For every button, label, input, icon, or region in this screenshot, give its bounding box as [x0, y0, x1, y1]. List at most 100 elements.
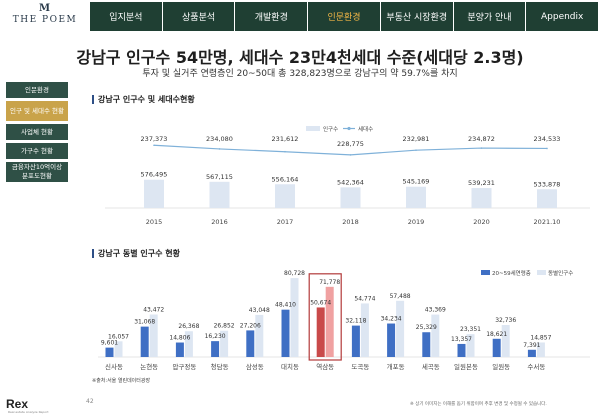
section2-accent-bar	[92, 249, 94, 258]
data-label-population-2015: 576,495	[141, 171, 168, 179]
bar-population-2019	[406, 186, 426, 208]
x-tick-label-일원동: 일원동	[492, 362, 510, 371]
data-label-age-20-59-일원본동: 13,357	[451, 336, 472, 343]
sidebar-item-humanities[interactable]: 인문환경	[6, 82, 68, 98]
data-label-households-2020: 234,872	[468, 135, 495, 143]
point-households-2016	[218, 148, 221, 150]
bar-age-20-59-청담동	[211, 341, 220, 357]
x-tick-label-도곡동: 도곡동	[351, 363, 369, 371]
top-bar: M THE POEM 입지분석 상품분석 개발환경 인문환경 부동산 시장환경 …	[0, 0, 600, 34]
bar-age-20-59-일원동	[492, 338, 501, 357]
x-tick-label-신사동: 신사동	[105, 362, 123, 371]
data-label-age-20-59-청담동: 16,230	[205, 333, 226, 340]
data-label-age-20-59-세곡동: 25,329	[416, 324, 437, 331]
legend-label-households: 세대수	[358, 125, 373, 133]
x-tick-label-2021.10: 2021.10	[534, 218, 561, 226]
bar-age-20-59-신사동	[105, 347, 114, 357]
tab-sale-price[interactable]: 분양가 안내	[453, 2, 527, 31]
data-label-age-20-59-도곡동: 32,118	[345, 318, 366, 325]
bar-dong-population-수서동	[536, 342, 545, 357]
bar-dong-population-신사동	[114, 341, 123, 357]
legend-label-population: 인구수	[323, 126, 338, 133]
x-tick-label-일원본동: 일원본동	[454, 362, 478, 371]
sidebar-item-population[interactable]: 인구 및 세대수 현황	[6, 101, 68, 121]
legend-label-dong-population: 동별인구수	[548, 269, 573, 277]
data-label-population-2016: 567,115	[206, 173, 233, 181]
x-tick-label-2015: 2015	[146, 218, 163, 226]
data-label-population-2018: 542,364	[337, 178, 364, 186]
legend-label-age-20-59: 20~59세연령층	[492, 269, 531, 277]
bar-dong-population-대치동	[290, 278, 299, 357]
bar-dong-population-논현동	[149, 314, 158, 357]
data-label-age-20-59-논현동: 31,068	[134, 319, 155, 326]
data-label-age-20-59-개포동: 34,234	[381, 316, 402, 323]
data-label-dong-population-세곡동: 43,369	[425, 307, 446, 314]
data-label-dong-population-일원본동: 23,351	[460, 326, 481, 333]
source-note: ※출처:서울 열린데이터광장	[92, 378, 151, 384]
sidebar-item-households[interactable]: 가구수 현황	[6, 143, 68, 159]
highlight-box-역삼동	[308, 273, 342, 361]
data-label-dong-population-대치동: 80,728	[284, 270, 305, 277]
data-label-dong-population-압구정동: 26,368	[178, 323, 199, 330]
x-tick-label-개포동: 개포동	[387, 362, 405, 371]
bar-age-20-59-수서동	[527, 349, 536, 357]
sidebar-item-financial-assets[interactable]: 금융자산10억이상 분포도현황	[6, 162, 68, 182]
page-number: 42	[86, 398, 94, 405]
section1-title: 강남구 인구수 및 세대수현황	[98, 95, 195, 104]
bar-population-2016	[209, 181, 230, 208]
point-households-2017	[284, 150, 286, 153]
bar-dong-population-압구정동	[184, 331, 193, 357]
bar-age-20-59-일원본동	[457, 343, 466, 357]
data-label-dong-population-역삼동: 71,778	[319, 279, 340, 286]
tab-humanities[interactable]: 인문환경	[308, 2, 381, 31]
bar-age-20-59-대치동	[281, 309, 290, 357]
data-label-households-2016: 234,080	[206, 135, 233, 143]
data-label-population-2019: 545,169	[403, 178, 430, 186]
tab-appendix[interactable]: Appendix	[526, 2, 599, 31]
main-nav-tabs: 입지분석 상품분석 개발환경 인문환경 부동산 시장환경 분양가 안내 Appe…	[90, 2, 599, 31]
x-tick-label-2020: 2020	[473, 218, 490, 226]
section2-title: 강남구 동별 인구수 현황	[98, 249, 180, 258]
bar-population-2021.10	[537, 189, 557, 208]
data-label-dong-population-삼성동: 43,048	[249, 307, 270, 314]
x-tick-label-2017: 2017	[277, 218, 294, 226]
tab-development[interactable]: 개발환경	[235, 2, 309, 31]
bar-population-2017	[275, 184, 295, 208]
section2-heading: 강남구 동별 인구수 현황	[92, 248, 180, 259]
legend-swatch-population	[306, 126, 320, 131]
data-label-households-2019: 232,981	[403, 135, 430, 143]
data-label-households-2018: 228,775	[337, 140, 364, 148]
point-households-2020	[480, 147, 483, 149]
tab-real-estate-market[interactable]: 부동산 시장환경	[380, 2, 454, 31]
brand-logo[interactable]: M THE POEM	[6, 3, 84, 33]
data-label-dong-population-일원동: 32,736	[495, 317, 516, 324]
logo-name: THE POEM	[12, 15, 78, 25]
bar-dong-population-일원동	[501, 324, 510, 357]
bar-dong-population-일원본동	[466, 334, 475, 357]
data-label-age-20-59-일원동: 18,621	[486, 331, 507, 338]
bar-age-20-59-개포동	[387, 323, 396, 357]
data-label-age-20-59-압구정동: 14,806	[169, 335, 190, 342]
x-tick-label-청담동: 청담동	[211, 363, 229, 371]
legend-swatch-age-20-59	[481, 270, 490, 275]
page-subtitle: 투자 및 실거주 연령층인 20~50대 총 328,823명으로 강남구의 약…	[142, 69, 458, 79]
section1-accent-bar	[92, 95, 94, 104]
data-label-households-2015: 237,373	[141, 135, 168, 143]
bar-population-2018	[340, 187, 361, 208]
data-label-dong-population-논현동: 43,472	[143, 306, 164, 313]
bar-dong-population-역삼동	[325, 286, 334, 357]
sidebar-item-business[interactable]: 사업체 현황	[6, 124, 68, 140]
bar-population-2020	[471, 188, 492, 208]
disclaimer-footnote: ※ 상기 이미지는 이해를 돕기 위함이며 추후 변경 및 수정될 수 있습니다…	[410, 402, 547, 407]
tab-location[interactable]: 입지분석	[90, 2, 163, 31]
legend-marker-households	[347, 126, 351, 131]
tab-product[interactable]: 상품분석	[162, 2, 236, 31]
data-label-households-2021.10: 234,533	[534, 135, 561, 143]
x-tick-label-세곡동: 세곡동	[422, 362, 440, 371]
bar-age-20-59-역삼동	[316, 307, 325, 357]
section1-heading: 강남구 인구수 및 세대수현황	[92, 94, 195, 105]
bar-age-20-59-세곡동	[422, 332, 431, 357]
x-tick-label-압구정동: 압구정동	[172, 362, 196, 371]
data-label-dong-population-수서동: 14,857	[530, 334, 551, 341]
